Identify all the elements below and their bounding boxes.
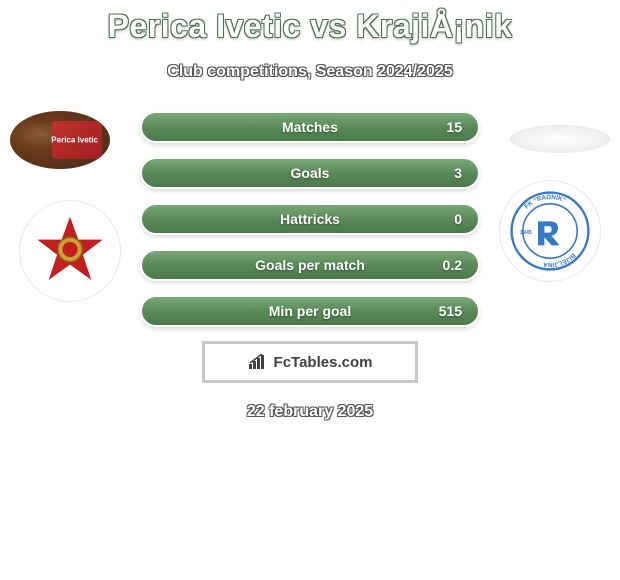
stat-value: 0.2 — [443, 257, 462, 273]
subtitle: Club competitions, Season 2024/2025 — [0, 63, 620, 81]
club-left-badge — [20, 201, 120, 301]
club-right-crest-icon: FK "RADNIK" BIJELJINA 1945 — [510, 191, 590, 271]
stat-row-hattricks: Hattricks 0 — [140, 203, 480, 235]
player-right-avatar — [510, 125, 610, 153]
stat-value: 3 — [454, 165, 462, 181]
page-title: Perica Ivetic vs KrajiÅ¡nik — [0, 0, 620, 45]
stat-value: 0 — [454, 211, 462, 227]
player-left-name: Perica Ivetic — [51, 136, 98, 145]
attribution-text: FcTables.com — [274, 354, 373, 371]
stat-label: Matches — [282, 119, 338, 135]
date: 22 february 2025 — [0, 403, 620, 421]
stat-value: 515 — [439, 303, 462, 319]
chart-icon — [248, 354, 268, 370]
stat-label: Hattricks — [280, 211, 340, 227]
stat-row-goals-per-match: Goals per match 0.2 — [140, 249, 480, 281]
stat-label: Goals per match — [255, 257, 365, 273]
svg-text:1945: 1945 — [520, 230, 532, 236]
stat-label: Goals — [291, 165, 330, 181]
stat-row-matches: Matches 15 — [140, 111, 480, 143]
stats-container: Matches 15 Goals 3 Hattricks 0 Goals per… — [140, 111, 480, 327]
attribution: FcTables.com — [202, 341, 418, 383]
club-left-crest-icon — [32, 213, 108, 289]
player-left-avatar: Perica Ivetic — [10, 111, 110, 169]
stat-row-min-per-goal: Min per goal 515 — [140, 295, 480, 327]
stat-value: 15 — [446, 119, 462, 135]
stat-row-goals: Goals 3 — [140, 157, 480, 189]
comparison-area: Perica Ivetic FK "RADNIK" BIJELJINA — [0, 111, 620, 421]
stat-label: Min per goal — [269, 303, 351, 319]
club-right-badge: FK "RADNIK" BIJELJINA 1945 — [500, 181, 600, 281]
